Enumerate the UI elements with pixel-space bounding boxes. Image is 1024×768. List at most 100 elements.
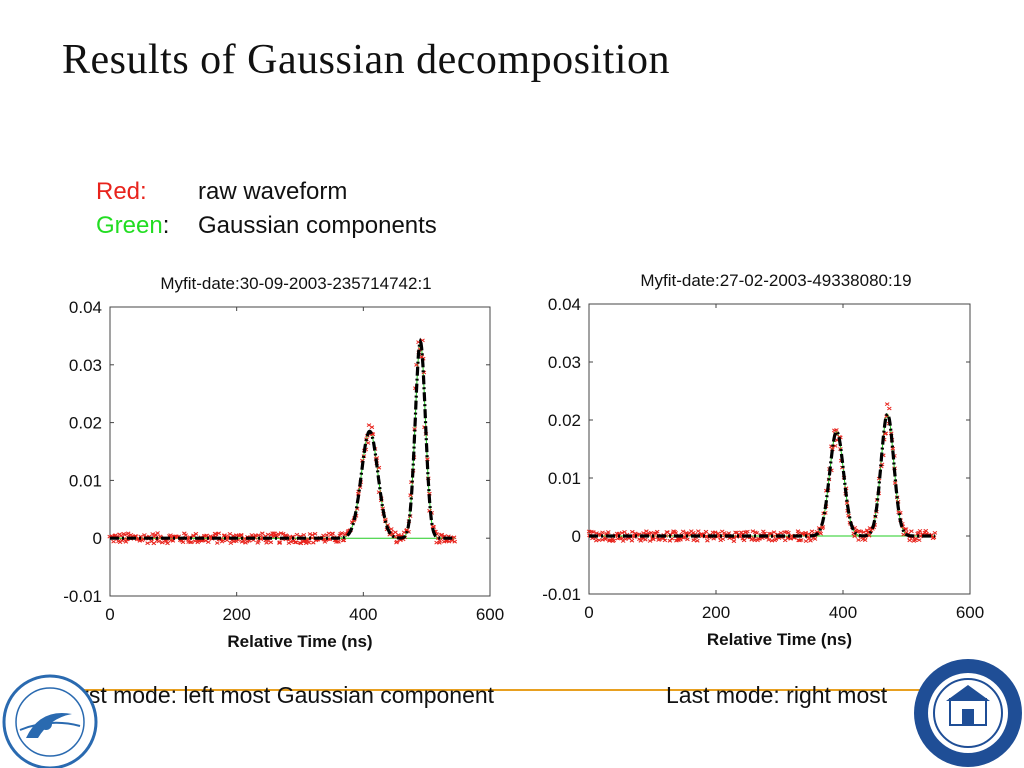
c1-raw-point	[890, 446, 896, 451]
c1-y-tick-label: 0.01	[548, 469, 581, 488]
c0-raw-point	[268, 540, 274, 545]
caption-last-mode: Last mode: right most	[666, 682, 888, 708]
c0-raw-point	[437, 539, 443, 543]
c0-raw-point	[275, 532, 281, 536]
c0-raw-point	[277, 541, 282, 545]
c1-raw-point	[916, 530, 921, 535]
c1-raw-point	[788, 536, 793, 541]
c1-raw-point	[892, 481, 898, 485]
c1-raw-point	[651, 537, 656, 542]
c1-raw-point	[643, 537, 648, 542]
c0-raw-point	[290, 534, 296, 539]
c1-raw-point	[695, 538, 700, 543]
c1-raw-point	[745, 529, 750, 534]
c1-raw-point	[731, 539, 737, 544]
c0-raw-point	[439, 532, 445, 537]
c1-raw-point	[630, 529, 635, 534]
c0-raw-point	[216, 531, 221, 536]
c0-raw-point	[182, 531, 187, 536]
c1-raw-point	[778, 531, 784, 535]
c1-y-tick-label: 0.02	[548, 411, 581, 430]
c0-raw-point	[294, 532, 300, 537]
c0-raw-point	[292, 540, 298, 545]
c1-raw-point	[803, 539, 809, 543]
c1-raw-point	[803, 530, 808, 535]
c1-raw-point	[600, 530, 605, 535]
caption-first-mode: First mode: left most Gaussian component	[62, 682, 495, 708]
c0-x-tick-label: 200	[222, 605, 250, 624]
c1-raw-point	[703, 529, 709, 534]
c1-plot-frame	[588, 303, 971, 595]
c1-raw-point	[611, 538, 617, 543]
c1-raw-point	[867, 526, 873, 530]
c0-raw-point	[153, 533, 159, 537]
c1-raw-point	[884, 402, 890, 406]
c1-raw-point	[673, 531, 679, 535]
c0-x-tick-label: 0	[105, 605, 114, 624]
c0-raw-point	[452, 539, 457, 544]
c0-raw-point	[302, 539, 307, 543]
c0-raw-point	[394, 539, 400, 544]
c0-y-tick-label: 0.01	[69, 471, 102, 490]
c0-raw-point	[270, 531, 275, 536]
c1-raw-point	[818, 531, 823, 536]
c0-raw-point	[183, 533, 188, 537]
c0-component-line-1	[110, 430, 455, 539]
legend-red-label: Red	[96, 178, 141, 205]
c1-raw-point	[834, 428, 839, 432]
c0-raw-point	[150, 532, 155, 536]
c1-raw-point	[773, 537, 779, 541]
c1-raw-point	[754, 531, 760, 535]
c0-raw-point	[123, 539, 129, 544]
c0-raw-point	[113, 533, 118, 537]
c1-raw-point	[766, 538, 771, 542]
c0-raw-point	[156, 539, 161, 544]
c1-fit-line	[589, 412, 936, 538]
c1-y-tick-label: 0.04	[548, 295, 581, 314]
c0-raw-waveform-points	[107, 338, 457, 546]
legend-red-row: Red: raw waveform	[96, 178, 347, 206]
c1-raw-point	[685, 537, 690, 542]
c1-raw-point	[917, 529, 923, 533]
c0-raw-point	[189, 540, 194, 544]
c1-raw-point	[662, 538, 668, 543]
divider-line	[70, 689, 930, 691]
c1-raw-point	[844, 501, 850, 505]
c1-raw-point	[916, 538, 922, 542]
c0-raw-point	[165, 541, 170, 546]
c0-raw-point	[111, 539, 116, 544]
c1-raw-point	[761, 529, 766, 534]
c0-raw-point	[239, 533, 244, 538]
c0-raw-point	[339, 531, 345, 535]
c1-raw-point	[622, 530, 627, 534]
c1-raw-point	[711, 536, 716, 541]
c1-chart-title: Myfit-date:27-02-2003-49338080:19	[640, 271, 911, 290]
c1-x-tick-label: 400	[829, 603, 857, 622]
c0-x-tick-label: 400	[349, 605, 377, 624]
legend-green-row: Green: Gaussian components	[96, 212, 437, 240]
c1-raw-point	[647, 539, 653, 543]
c1-raw-point	[861, 530, 866, 535]
c0-raw-point	[414, 363, 419, 367]
legend-red-colon: :	[140, 178, 147, 205]
c1-x-tick-label: 600	[956, 603, 984, 622]
c0-raw-point	[336, 539, 341, 544]
c0-y-tick-label: -0.01	[63, 587, 102, 606]
c1-x-tick-label: 200	[702, 603, 730, 622]
c0-raw-point	[446, 539, 452, 544]
legend-green-label: Green	[96, 212, 163, 239]
c1-raw-point	[820, 525, 826, 529]
legend-green-colon: :	[162, 212, 170, 239]
c1-raw-point	[909, 529, 914, 534]
c1-raw-point	[591, 530, 596, 534]
c0-raw-point	[365, 441, 371, 445]
c1-raw-point	[696, 529, 701, 533]
c1-raw-point	[739, 530, 744, 535]
c1-raw-point	[756, 537, 761, 541]
c0-raw-point	[155, 531, 160, 535]
c0-raw-point	[213, 532, 219, 537]
c1-raw-point	[862, 538, 868, 542]
c1-raw-point	[705, 538, 710, 543]
c1-raw-point	[798, 538, 804, 542]
